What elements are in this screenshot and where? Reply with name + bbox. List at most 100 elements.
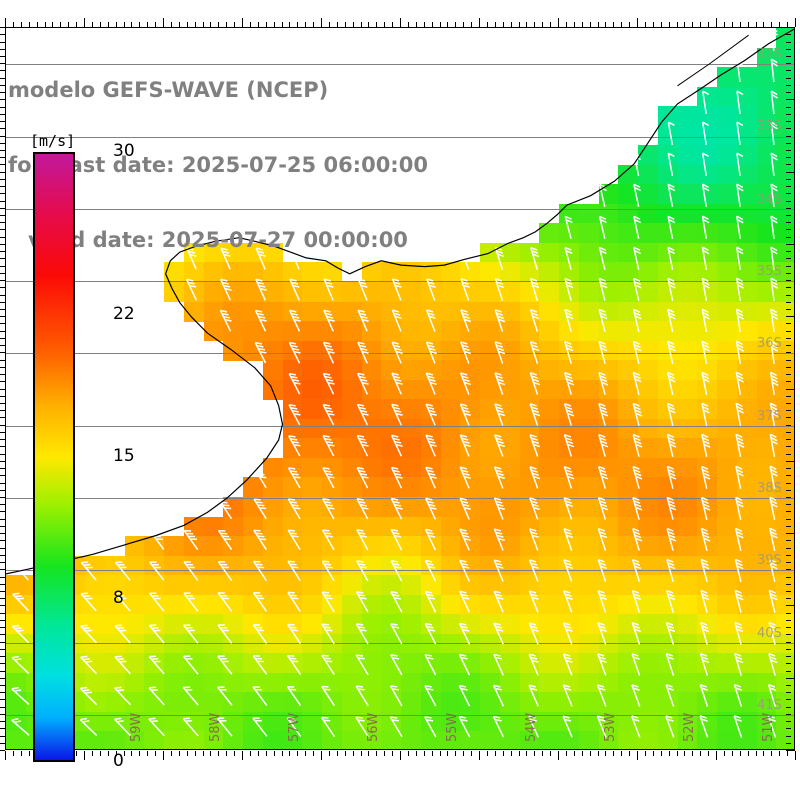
tick — [376, 751, 378, 756]
field-cell — [361, 496, 382, 518]
field-cell — [124, 614, 145, 635]
field-cell — [677, 106, 698, 127]
field-cell — [736, 164, 758, 185]
field-cell — [164, 262, 185, 283]
field-cell — [677, 360, 698, 381]
field-cell — [361, 340, 382, 361]
field-cell — [756, 477, 777, 498]
tick — [668, 22, 670, 27]
field-cell — [598, 379, 619, 400]
field-cell — [578, 594, 600, 615]
field-cell — [657, 633, 679, 654]
tick — [0, 207, 5, 209]
tick — [0, 569, 5, 571]
field-cell — [776, 164, 794, 185]
tick — [573, 751, 575, 756]
field-cell — [6, 575, 27, 596]
tick — [313, 22, 315, 27]
field-cell — [736, 633, 758, 654]
tick — [786, 229, 791, 231]
tick — [0, 431, 5, 433]
field-cell — [302, 536, 323, 557]
tick — [297, 22, 299, 27]
tick — [786, 511, 791, 513]
tick — [0, 562, 5, 563]
field-cell — [243, 516, 264, 537]
field-cell — [6, 614, 27, 635]
tick — [518, 751, 520, 756]
tick — [0, 193, 5, 195]
field-cell — [776, 614, 794, 635]
field-cell — [183, 262, 205, 283]
field-cell — [776, 418, 794, 440]
field-cell — [124, 672, 145, 694]
tick — [716, 751, 717, 760]
field-cell — [578, 536, 600, 557]
field-cell — [736, 106, 758, 127]
tick — [218, 751, 220, 756]
tick — [629, 751, 631, 756]
tick — [0, 229, 5, 231]
field-cell — [499, 536, 521, 557]
field-cell — [717, 418, 738, 440]
field-cell — [361, 536, 382, 557]
field-cell — [262, 360, 284, 381]
field-cell — [697, 321, 718, 342]
field-cell — [401, 496, 422, 518]
tick — [755, 22, 757, 27]
tick — [786, 641, 791, 643]
tick — [613, 22, 615, 27]
field-cell — [677, 457, 698, 479]
field-cell — [776, 360, 794, 381]
tick — [44, 22, 46, 27]
tick — [786, 77, 791, 79]
field-cell — [578, 360, 600, 381]
tick — [786, 337, 791, 339]
field-cell — [223, 575, 244, 596]
tick — [786, 699, 791, 701]
tick — [779, 22, 781, 27]
tick — [786, 540, 791, 542]
tick — [786, 410, 791, 412]
colorbar-tick-0: 0 — [113, 751, 124, 771]
field-cell — [302, 516, 323, 537]
field-cell — [539, 614, 560, 635]
tick — [786, 374, 791, 375]
field-cell — [717, 282, 738, 303]
field-cell — [302, 672, 323, 694]
field-cell — [480, 360, 501, 381]
tick — [692, 751, 694, 756]
tick — [415, 22, 417, 27]
map-plot-area[interactable] — [5, 27, 795, 750]
field-cell — [183, 633, 205, 654]
field-cell — [440, 301, 461, 322]
field-cell — [440, 614, 461, 635]
field-cell — [302, 594, 323, 615]
tick — [170, 22, 172, 27]
field-cell — [736, 516, 758, 537]
tick — [786, 381, 791, 383]
field-cell — [341, 457, 363, 479]
field-cell — [677, 477, 698, 498]
tick — [226, 751, 228, 756]
field-cell — [578, 301, 600, 322]
field-cell — [420, 653, 442, 674]
field-cell — [203, 633, 224, 654]
tick — [786, 352, 791, 354]
field-cell — [440, 321, 461, 342]
field-cell — [440, 536, 461, 557]
tick — [479, 751, 480, 760]
field-cell — [361, 633, 382, 654]
tick — [786, 34, 791, 36]
tick — [344, 22, 346, 27]
field-cell — [203, 301, 224, 322]
field-cell — [302, 418, 323, 440]
tick — [786, 135, 791, 137]
field-cell — [104, 614, 126, 635]
field-cell — [480, 301, 501, 322]
field-cell — [697, 184, 718, 205]
field-cell — [736, 262, 758, 283]
tick — [786, 612, 791, 614]
field-cell — [717, 262, 738, 283]
field-cell — [460, 418, 481, 440]
